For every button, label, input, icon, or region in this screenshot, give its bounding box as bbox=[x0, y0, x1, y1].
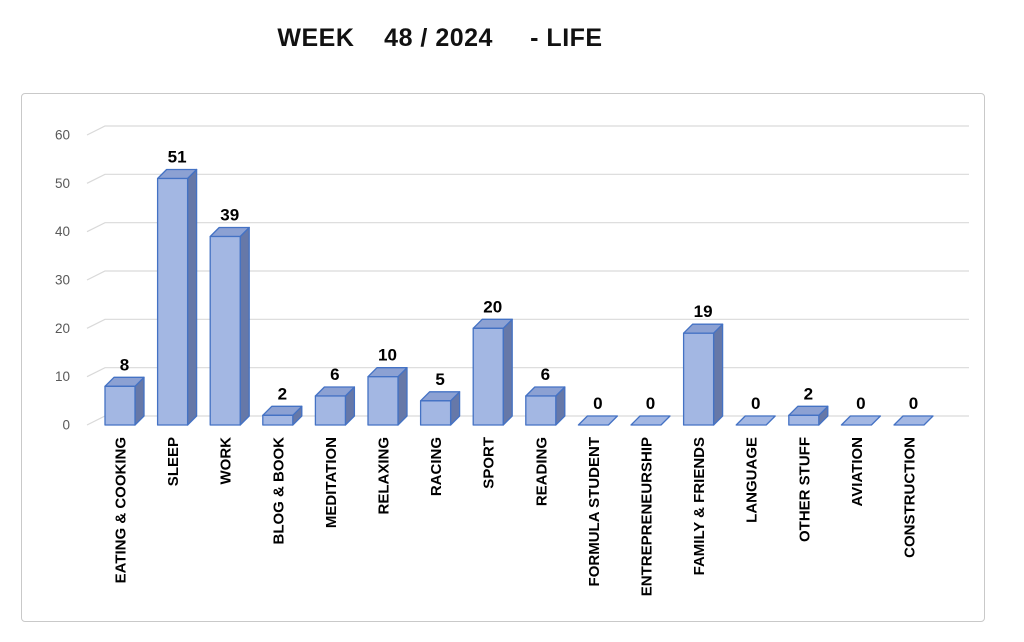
bar-side-face bbox=[397, 367, 408, 426]
bar-value-label: 8 bbox=[120, 355, 129, 374]
bar-front-face bbox=[262, 414, 294, 426]
bar-front-face bbox=[156, 177, 189, 426]
bar-side-face bbox=[239, 226, 250, 426]
gridline bbox=[86, 367, 969, 378]
bar-zero-slab bbox=[893, 415, 934, 426]
category-label: ENTREPRENEURSHIP bbox=[639, 437, 656, 596]
bar-front-face bbox=[104, 385, 136, 426]
gridline bbox=[86, 222, 969, 233]
bar-value-label: 51 bbox=[168, 148, 187, 167]
category-label: SLEEP bbox=[165, 437, 182, 486]
bar-language: 0 LANGUAGE bbox=[735, 394, 776, 523]
bar-work: 39 WORK bbox=[209, 206, 250, 485]
category-label: RELAXING bbox=[376, 437, 393, 515]
bar-family-friends: 19 FAMILY & FRIENDS bbox=[682, 302, 724, 575]
bar-sleep: 51 SLEEP bbox=[156, 148, 198, 486]
bar-value-label: 10 bbox=[378, 346, 397, 365]
bar-zero-slab bbox=[577, 415, 619, 426]
bar-front-face bbox=[525, 395, 557, 426]
gridline bbox=[86, 270, 969, 281]
bar-side-face bbox=[186, 168, 198, 426]
category-label: EATING & COOKING bbox=[113, 437, 130, 583]
bar-value-label: 5 bbox=[435, 370, 444, 389]
bar-value-label: 2 bbox=[278, 384, 287, 403]
category-label: CONSTRUCTION bbox=[902, 437, 919, 558]
category-label: READING bbox=[533, 437, 550, 506]
bar-construction: 0 CONSTRUCTION bbox=[893, 394, 934, 558]
bar-zero-slab bbox=[735, 415, 776, 426]
bar-meditation: 6 MEDITATION bbox=[314, 365, 356, 528]
category-label: SPORT bbox=[481, 437, 498, 489]
category-label: FORMULA STUDENT bbox=[586, 437, 603, 586]
bar-front-face bbox=[472, 327, 504, 426]
category-label: AVIATION bbox=[849, 437, 866, 506]
y-axis-tick-label: 30 bbox=[55, 273, 70, 288]
category-label: WORK bbox=[218, 437, 235, 485]
chart-frame: 0 10 20 30 40 50 60 8 EATING & COOKING 51 SLEEP 39 W… bbox=[21, 93, 985, 622]
bar-eating-cooking: 8 EATING & COOKING bbox=[104, 355, 145, 583]
bar-side-face bbox=[502, 318, 513, 426]
bar-formula-student: 0 FORMULA STUDENT bbox=[577, 394, 619, 586]
bar-entrepreneurship: 0 ENTREPRENEURSHIP bbox=[630, 394, 671, 596]
bar-front-face bbox=[209, 235, 241, 426]
bar-value-label: 0 bbox=[909, 394, 918, 413]
bar-other-stuff: 2 OTHER STUFF bbox=[788, 384, 829, 542]
bar-relaxing: 10 RELAXING bbox=[367, 346, 408, 515]
y-axis-tick-label: 40 bbox=[55, 224, 70, 239]
bar-front-face bbox=[314, 395, 347, 426]
gridline bbox=[86, 173, 969, 184]
y-axis-tick-label: 10 bbox=[55, 369, 70, 384]
category-label: OTHER STUFF bbox=[796, 437, 813, 542]
bar-value-label: 19 bbox=[694, 302, 713, 321]
bar-value-label: 0 bbox=[593, 394, 602, 413]
y-axis-tick-label: 50 bbox=[55, 176, 70, 191]
bar-value-label: 6 bbox=[330, 365, 339, 384]
bar-side-face bbox=[712, 323, 724, 426]
bar-blog-book: 2 BLOG & BOOK bbox=[262, 384, 303, 545]
bar-value-label: 0 bbox=[751, 394, 760, 413]
gridline bbox=[86, 125, 969, 136]
bar-value-label: 0 bbox=[646, 394, 655, 413]
bar-sport: 20 SPORT bbox=[472, 297, 513, 489]
bar-racing: 5 RACING bbox=[419, 370, 461, 496]
category-label: LANGUAGE bbox=[744, 437, 761, 523]
y-axis-tick-label: 0 bbox=[62, 418, 70, 433]
bar-reading: 6 READING bbox=[525, 365, 566, 506]
bar-front-face bbox=[419, 400, 452, 426]
bar-aviation: 0 AVIATION bbox=[840, 394, 882, 506]
bar-value-label: 2 bbox=[804, 384, 813, 403]
bar-value-label: 20 bbox=[483, 297, 502, 316]
bar-front-face bbox=[367, 376, 399, 426]
category-label: RACING bbox=[428, 437, 445, 496]
bar-value-label: 39 bbox=[220, 206, 239, 225]
bar-value-label: 0 bbox=[856, 394, 865, 413]
category-label: BLOG & BOOK bbox=[270, 437, 287, 545]
y-axis-tick-label: 20 bbox=[55, 321, 70, 336]
bar-value-label: 6 bbox=[541, 365, 550, 384]
bar-zero-slab bbox=[630, 415, 671, 426]
bar-zero-slab bbox=[840, 415, 882, 426]
bar-front-face bbox=[788, 414, 820, 426]
chart-title: WEEK 48 / 2024 - LIFE bbox=[277, 24, 603, 52]
bar-front-face bbox=[682, 332, 715, 426]
category-label: FAMILY & FRIENDS bbox=[691, 437, 708, 575]
gridline bbox=[86, 318, 969, 329]
category-label: MEDITATION bbox=[323, 437, 340, 528]
y-axis-tick-label: 60 bbox=[55, 128, 70, 143]
